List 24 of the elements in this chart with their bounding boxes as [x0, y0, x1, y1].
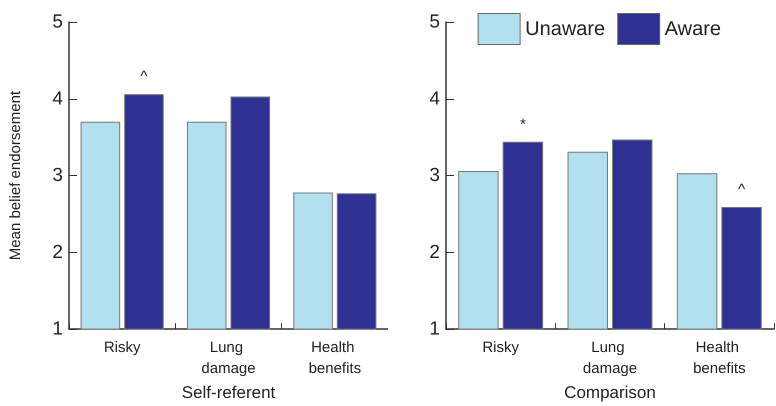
y-tick-label: 4 — [52, 88, 64, 110]
y-tick-label: 3 — [429, 165, 440, 186]
y-tick-label: 3 — [52, 165, 63, 186]
x-axis-title: Self-referent — [182, 383, 276, 402]
legend-label: Unaware — [525, 18, 606, 40]
y-tick-label: 1 — [52, 318, 63, 340]
annotation: ^ — [738, 181, 746, 198]
x-tick-label: Lung damage — [201, 339, 256, 378]
y-tick-label: 1 — [429, 318, 440, 340]
y-tick-label: 5 — [429, 12, 440, 32]
x-axis-title: Comparison — [564, 383, 656, 402]
legend-label: Aware — [664, 18, 721, 40]
x-tick-label: Health benefits — [308, 339, 362, 378]
annotation: * — [520, 116, 526, 133]
y-tick-label: 4 — [429, 88, 440, 110]
y-axis-title: Mean belief endorsement — [7, 90, 24, 260]
x-tick-label: Health benefits — [693, 339, 746, 378]
y-tick-label: 2 — [52, 242, 63, 263]
x-tick-label: Risky — [482, 339, 520, 356]
annotation: ^ — [140, 68, 148, 86]
y-tick-label: 2 — [429, 242, 440, 263]
x-tick-label: Risky — [104, 339, 141, 356]
x-tick-label: Lung damage — [582, 339, 638, 378]
y-tick-label: 5 — [52, 12, 63, 32]
